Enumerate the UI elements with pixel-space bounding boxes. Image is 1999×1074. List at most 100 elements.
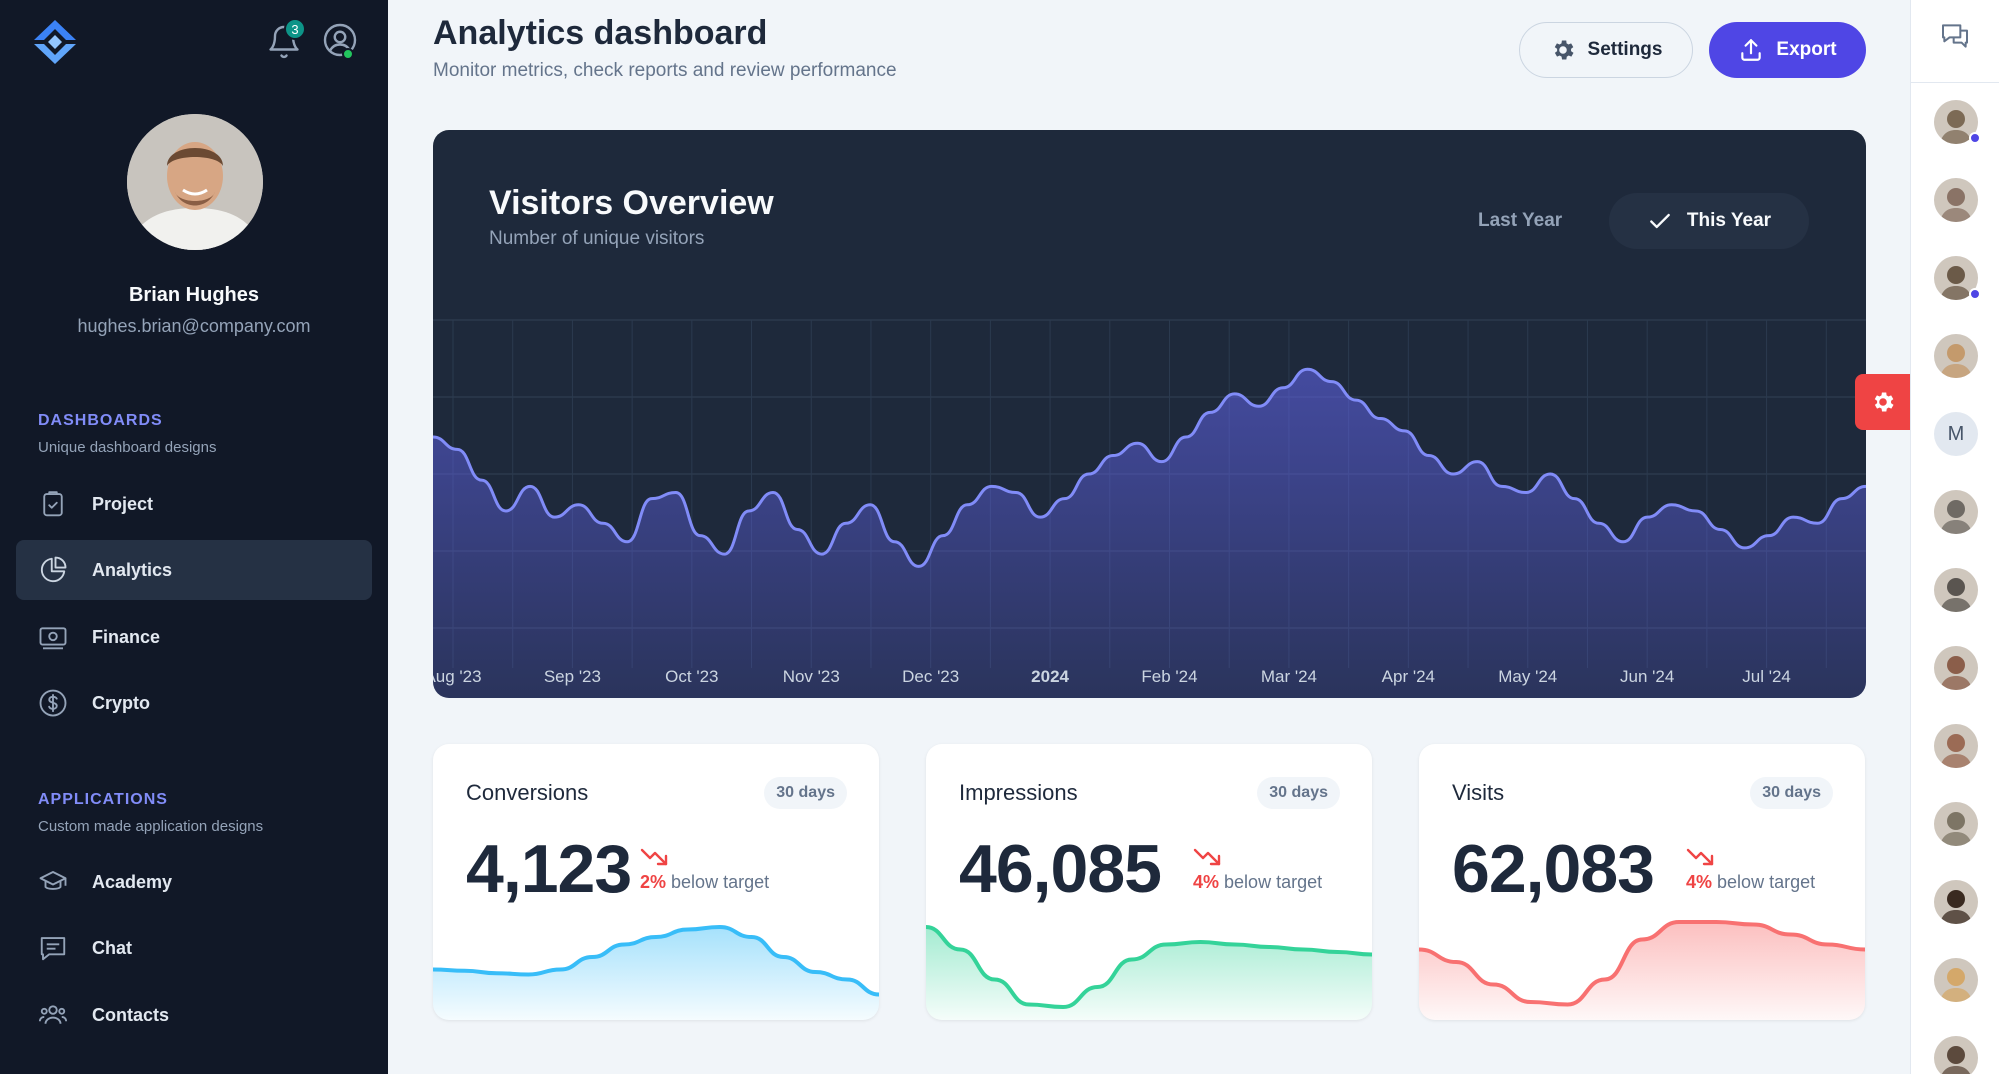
visitors-area [433, 369, 1866, 698]
section-subtitle-dashboards: Unique dashboard designs [38, 439, 217, 456]
x-tick-label: Oct '23 [665, 667, 718, 686]
sparkline-area [926, 927, 1372, 1020]
nav-item-contacts[interactable]: Contacts [16, 985, 372, 1045]
contact-online-dot [1969, 132, 1981, 144]
nav-label: Finance [92, 626, 161, 647]
quick-chat-panel: M [1910, 0, 1999, 1074]
contact-avatar[interactable] [1934, 802, 1978, 846]
avatar-photo [1934, 724, 1978, 768]
sidebar: 3 Brian Hughes hughes.brian@company.com … [0, 0, 388, 1074]
conversions-sparkline [433, 924, 879, 1020]
nav-item-project[interactable]: Project [16, 474, 372, 534]
stat-note: below target [1717, 872, 1816, 892]
nav-item-crypto[interactable]: Crypto [16, 673, 372, 733]
nav-item-finance[interactable]: Finance [16, 607, 372, 667]
gear-icon [1554, 40, 1574, 60]
settings-button[interactable]: Settings [1519, 22, 1693, 78]
stat-note: below target [671, 872, 770, 892]
stat-value: 62,083 [1452, 831, 1655, 907]
sparkline-line [1419, 920, 1865, 1007]
this-year-toggle[interactable]: This Year [1609, 193, 1809, 249]
page-title: Analytics dashboard [433, 14, 768, 52]
chart-pie-icon [40, 556, 67, 583]
contact-avatar[interactable] [1934, 1036, 1978, 1074]
x-tick-label: Jul '24 [1742, 667, 1791, 686]
user-group-icon [38, 1005, 68, 1024]
x-tick-label: Mar '24 [1261, 667, 1317, 686]
contact-avatar[interactable] [1934, 334, 1978, 378]
avatar-photo [1934, 568, 1978, 612]
stat-pct: 4% [1193, 872, 1220, 892]
app-logo-icon[interactable] [30, 18, 80, 66]
stat-pct: 4% [1686, 872, 1713, 892]
x-tick-label: May '24 [1498, 667, 1557, 686]
nav-label: Academy [92, 871, 173, 892]
avatar-photo [1934, 178, 1978, 222]
nav-label: Project [92, 493, 154, 514]
currency-dollar-icon [39, 689, 67, 717]
user-avatar[interactable] [127, 114, 263, 250]
theme-settings-tab[interactable] [1855, 374, 1911, 430]
nav-item-chat[interactable]: Chat [16, 918, 372, 978]
clipboard-check-icon [43, 491, 63, 517]
cog-icon [1874, 392, 1894, 412]
stat-period-badge: 30 days [1257, 777, 1340, 809]
stat-title: Conversions [466, 780, 589, 805]
contact-avatar[interactable] [1934, 880, 1978, 924]
visitors-chart[interactable]: Aug '23 Sep '23 Oct '23 Nov '23 Dec '23 2024 F… [433, 310, 1866, 698]
contact-avatar[interactable] [1934, 568, 1978, 612]
stat-card-conversions: Conversions 30 days 4,123 2% below targe… [433, 744, 879, 1020]
contact-avatar[interactable] [1934, 178, 1978, 222]
user-email: hughes.brian@company.com [77, 316, 311, 336]
avatar-photo [1934, 100, 1978, 144]
sparkline-area [433, 927, 879, 1020]
nav-label: Analytics [92, 559, 173, 580]
avatar-photo [1934, 334, 1978, 378]
stat-value: 46,085 [959, 831, 1162, 907]
sparkline-line [433, 924, 879, 997]
visitors-line [433, 367, 1866, 568]
check-icon [1650, 213, 1670, 229]
avatar-photo [1934, 802, 1978, 846]
avatar-photo [1934, 880, 1978, 924]
chat-bubbles-icon[interactable] [1939, 20, 1971, 52]
upload-icon [1741, 39, 1762, 61]
nav-item-academy[interactable]: Academy [16, 852, 372, 912]
nav-item-analytics[interactable]: Analytics [16, 540, 372, 600]
stat-card-impressions: Impressions 30 days 46,085 4% below targ… [926, 744, 1372, 1020]
x-tick-label: Feb '24 [1141, 667, 1197, 686]
section-title-dashboards: DASHBOARDS [38, 412, 163, 429]
this-year-label: This Year [1686, 210, 1772, 231]
trending-down-icon [1193, 848, 1221, 866]
stat-title: Visits [1452, 780, 1505, 805]
contact-avatar[interactable] [1934, 490, 1978, 534]
x-tick-label: Dec '23 [902, 667, 959, 686]
academic-cap-icon [39, 871, 67, 890]
visitors-subtitle: Number of unique visitors [489, 228, 705, 249]
last-year-toggle[interactable]: Last Year [1478, 210, 1563, 231]
contact-avatar[interactable] [1934, 958, 1978, 1002]
trending-down-icon [640, 848, 668, 866]
contact-avatar[interactable] [1934, 100, 1978, 144]
stat-period-badge: 30 days [764, 777, 847, 809]
stat-value: 4,123 [466, 831, 632, 907]
stat-target-note: 2% below target [640, 872, 769, 893]
sparkline-area [1419, 922, 1865, 1020]
visits-sparkline [1419, 920, 1865, 1020]
impressions-sparkline [926, 925, 1372, 1020]
contact-avatar[interactable] [1934, 724, 1978, 768]
avatar-photo [1934, 958, 1978, 1002]
settings-label: Settings [1587, 39, 1663, 60]
stat-card-visits: Visits 30 days 62,083 4% below target [1419, 744, 1865, 1020]
avatar-photo [1934, 646, 1978, 690]
contact-avatar-letter[interactable]: M [1934, 412, 1978, 456]
trending-down-icon [1686, 848, 1714, 866]
visitors-overview-card: Visitors Overview Number of unique visit… [433, 130, 1866, 698]
user-menu-icon[interactable] [322, 22, 358, 58]
export-button[interactable]: Export [1709, 22, 1866, 78]
contact-online-dot [1969, 288, 1981, 300]
nav-label: Crypto [92, 692, 150, 713]
contact-avatar[interactable] [1934, 646, 1978, 690]
page-subtitle: Monitor metrics, check reports and revie… [433, 60, 897, 81]
avatar-photo [1934, 490, 1978, 534]
